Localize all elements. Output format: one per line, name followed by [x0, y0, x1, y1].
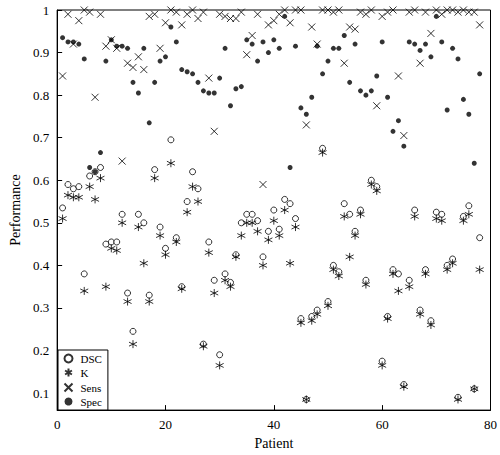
svg-text:0.5: 0.5: [33, 215, 49, 230]
svg-text:DSC: DSC: [81, 353, 102, 365]
svg-text:Patient: Patient: [254, 436, 293, 451]
svg-text:Performance: Performance: [8, 174, 23, 246]
svg-text:80: 80: [484, 417, 497, 432]
svg-text:1: 1: [43, 3, 50, 18]
svg-text:0.7: 0.7: [33, 130, 50, 145]
svg-text:60: 60: [376, 417, 389, 432]
svg-text:0.2: 0.2: [33, 343, 49, 358]
svg-text:0.6: 0.6: [33, 173, 50, 188]
svg-text:20: 20: [159, 417, 172, 432]
svg-text:0.8: 0.8: [33, 88, 49, 103]
svg-text:0.9: 0.9: [33, 45, 49, 60]
svg-text:Sens: Sens: [81, 382, 102, 394]
svg-text:0.1: 0.1: [33, 386, 49, 401]
svg-text:0.4: 0.4: [33, 258, 50, 273]
svg-text:0.3: 0.3: [33, 300, 49, 315]
svg-text:K: K: [81, 367, 89, 379]
svg-text:Spec: Spec: [81, 396, 103, 408]
svg-text:40: 40: [267, 417, 280, 432]
svg-text:0: 0: [54, 417, 61, 432]
